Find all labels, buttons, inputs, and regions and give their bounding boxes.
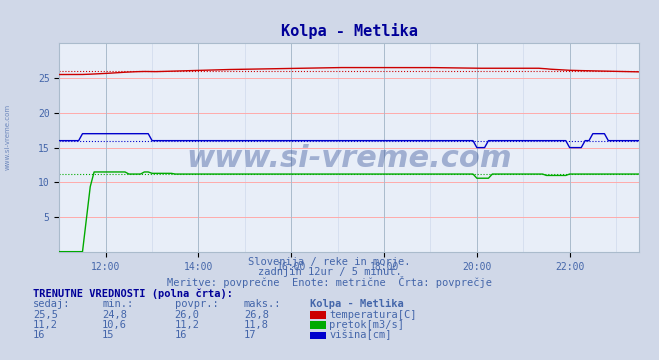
Text: 11,2: 11,2 xyxy=(175,320,200,330)
Text: 17: 17 xyxy=(244,330,256,340)
Text: 16: 16 xyxy=(175,330,187,340)
Text: Kolpa - Metlika: Kolpa - Metlika xyxy=(310,299,403,309)
Text: Meritve: povprečne  Enote: metrične  Črta: povprečje: Meritve: povprečne Enote: metrične Črta:… xyxy=(167,276,492,288)
Text: maks.:: maks.: xyxy=(244,299,281,309)
Text: 11,8: 11,8 xyxy=(244,320,269,330)
Text: Slovenija / reke in morje.: Slovenija / reke in morje. xyxy=(248,257,411,267)
Text: www.si-vreme.com: www.si-vreme.com xyxy=(5,104,11,170)
Text: 16: 16 xyxy=(33,330,45,340)
Text: povpr.:: povpr.: xyxy=(175,299,218,309)
Text: min.:: min.: xyxy=(102,299,133,309)
Title: Kolpa - Metlika: Kolpa - Metlika xyxy=(281,23,418,39)
Text: 26,8: 26,8 xyxy=(244,310,269,320)
Text: zadnjih 12ur / 5 minut.: zadnjih 12ur / 5 minut. xyxy=(258,267,401,278)
Text: višina[cm]: višina[cm] xyxy=(330,329,392,340)
Text: 25,5: 25,5 xyxy=(33,310,58,320)
Text: 24,8: 24,8 xyxy=(102,310,127,320)
Text: 15: 15 xyxy=(102,330,115,340)
Text: 10,6: 10,6 xyxy=(102,320,127,330)
Text: www.si-vreme.com: www.si-vreme.com xyxy=(186,144,512,172)
Text: temperatura[C]: temperatura[C] xyxy=(330,310,417,320)
Text: TRENUTNE VREDNOSTI (polna črta):: TRENUTNE VREDNOSTI (polna črta): xyxy=(33,288,233,299)
Text: sedaj:: sedaj: xyxy=(33,299,71,309)
Text: 11,2: 11,2 xyxy=(33,320,58,330)
Text: 26,0: 26,0 xyxy=(175,310,200,320)
Text: pretok[m3/s]: pretok[m3/s] xyxy=(330,320,405,330)
